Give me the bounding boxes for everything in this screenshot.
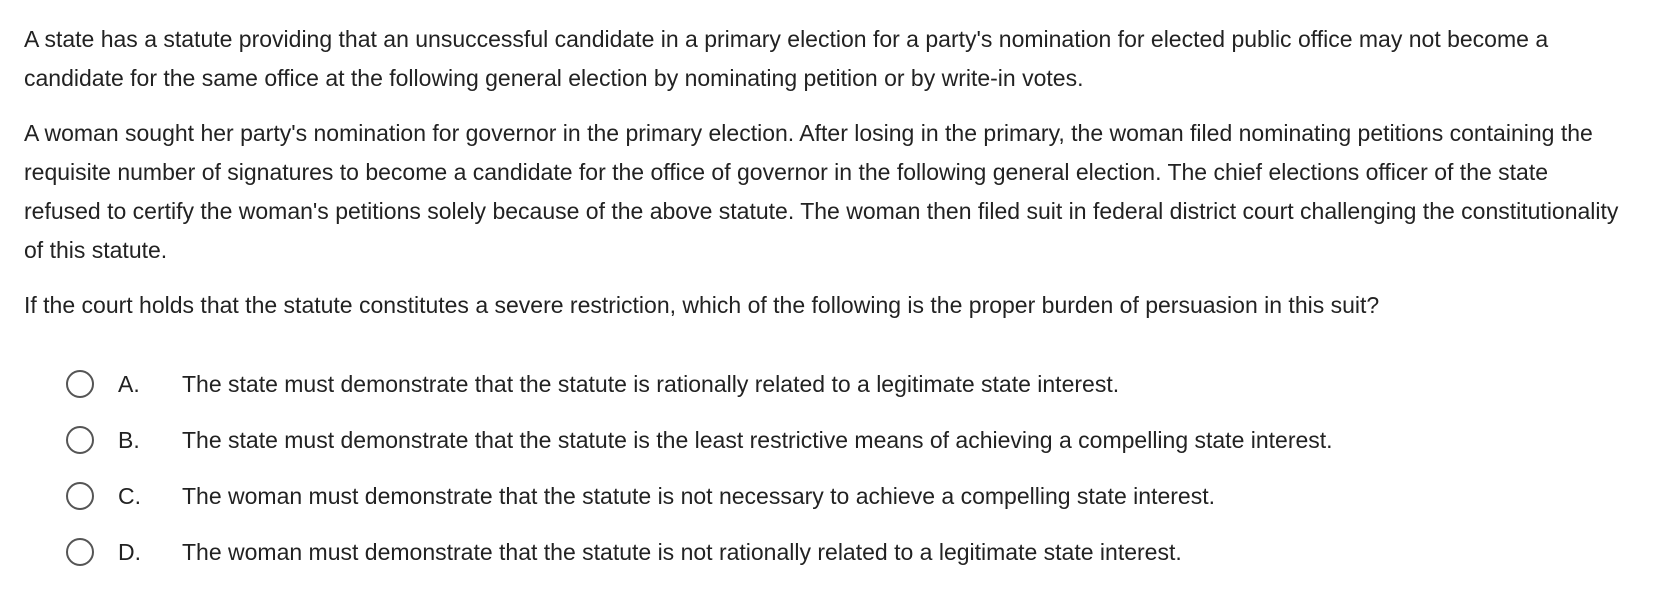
radio-button-d[interactable] bbox=[66, 538, 94, 566]
answer-option-a[interactable]: A. The state must demonstrate that the s… bbox=[66, 356, 1566, 412]
question-paragraph-2: A woman sought her party's nomination fo… bbox=[24, 120, 1619, 263]
answer-option-c[interactable]: C. The woman must demonstrate that the s… bbox=[66, 468, 1566, 524]
answer-options: A. The state must demonstrate that the s… bbox=[66, 356, 1566, 580]
option-text-b: The state must demonstrate that the stat… bbox=[182, 426, 1333, 453]
option-letter-d: D. bbox=[118, 538, 141, 565]
option-text-a: The state must demonstrate that the stat… bbox=[182, 370, 1120, 397]
radio-button-c[interactable] bbox=[66, 482, 94, 510]
answer-option-b[interactable]: B. The state must demonstrate that the s… bbox=[66, 412, 1566, 468]
radio-button-b[interactable] bbox=[66, 426, 94, 454]
option-letter-a: A. bbox=[118, 370, 140, 397]
option-text-c: The woman must demonstrate that the stat… bbox=[182, 482, 1215, 509]
answer-option-d[interactable]: D. The woman must demonstrate that the s… bbox=[66, 524, 1566, 580]
option-text-d: The woman must demonstrate that the stat… bbox=[182, 538, 1182, 565]
question-paragraph-1: A state has a statute providing that an … bbox=[24, 26, 1549, 91]
option-letter-c: C. bbox=[118, 482, 141, 509]
option-letter-b: B. bbox=[118, 426, 140, 453]
radio-button-a[interactable] bbox=[66, 370, 94, 398]
question-stem: A state has a statute providing that an … bbox=[24, 20, 1624, 341]
question-prompt: If the court holds that the statute cons… bbox=[24, 292, 1380, 318]
